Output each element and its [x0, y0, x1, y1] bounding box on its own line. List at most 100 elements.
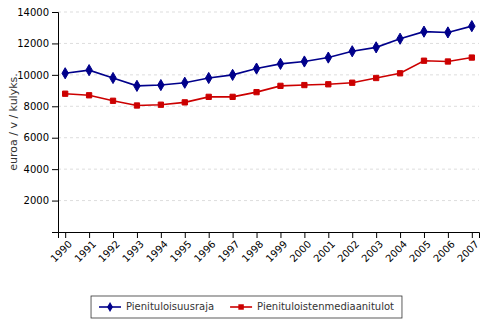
x-tick-mark [280, 232, 281, 238]
x-tick: 2002 [335, 232, 361, 264]
x-tick: 1992 [96, 232, 122, 264]
series-marker [445, 27, 451, 38]
grid-line [58, 200, 479, 201]
grid-line [58, 43, 479, 44]
series-marker [373, 75, 378, 80]
x-tick-mark [257, 232, 258, 238]
series-marker [301, 56, 307, 67]
x-tick-label: 2005 [407, 238, 433, 264]
y-tick-label: 14000 [17, 7, 49, 18]
x-tick: 1990 [48, 232, 74, 264]
x-tick-label: 1992 [96, 238, 122, 264]
y-tick: 8000 [24, 101, 58, 112]
series-marker [325, 52, 331, 63]
series-marker [86, 65, 92, 76]
x-tick-label: 2002 [335, 238, 361, 264]
x-tick-mark [328, 232, 329, 238]
series-marker [445, 59, 450, 64]
x-tick: 2005 [407, 232, 433, 264]
y-tick: 6000 [24, 132, 58, 143]
x-tick-mark [161, 232, 162, 238]
x-tick-label: 1997 [216, 238, 242, 264]
x-tick-mark [304, 232, 305, 238]
series-marker [277, 58, 283, 69]
legend: Pienituloisuusraja Pienituloistenmediaani… [91, 296, 402, 318]
x-tick-mark [185, 232, 186, 238]
x-tick: 2007 [455, 232, 481, 264]
series-marker [110, 72, 116, 83]
y-tick-mark [52, 138, 58, 139]
y-tick: 14000 [17, 7, 58, 18]
x-tick-mark [376, 232, 377, 238]
series-marker [158, 79, 164, 90]
x-tick-mark [352, 232, 353, 238]
x-tick-mark [209, 232, 210, 238]
series-marker [110, 98, 115, 103]
legend-label: Pienituloisuusraja [126, 301, 214, 312]
x-tick-label: 2004 [383, 238, 409, 264]
grid-line [58, 12, 479, 13]
series-marker [254, 89, 259, 94]
y-tick-mark [52, 75, 58, 76]
x-tick-mark [448, 232, 449, 238]
series-marker [134, 103, 139, 108]
y-tick-mark [52, 43, 58, 44]
series-marker [229, 69, 235, 80]
x-tick-label: 1999 [264, 238, 290, 264]
y-tick-label: 12000 [17, 38, 49, 49]
x-tick: 2003 [359, 232, 385, 264]
x-tick-mark [424, 232, 425, 238]
x-tick: 1994 [144, 232, 170, 264]
x-tick-mark [233, 232, 234, 238]
series-marker [182, 100, 187, 105]
y-axis-title: euroa / v / kulyks. [7, 73, 20, 171]
x-tick: 1997 [216, 232, 242, 264]
x-tick: 1993 [120, 232, 146, 264]
x-tick-label: 1993 [120, 238, 146, 264]
grid-line [58, 74, 479, 75]
x-tick: 2001 [312, 232, 338, 264]
legend-label: Pienituloistenmediaanitulot [257, 301, 394, 312]
series-marker [469, 55, 474, 60]
x-tick: 2000 [288, 232, 314, 264]
legend-item: Pienituloistenmediaanitulot [230, 301, 394, 312]
x-tick-label: 1990 [48, 238, 74, 264]
y-tick-label: 2000 [24, 195, 49, 206]
y-tick: 2000 [24, 195, 58, 206]
y-axis-line [52, 13, 59, 233]
series-marker [397, 71, 402, 76]
x-tick-mark [137, 232, 138, 238]
y-tick-mark [52, 106, 58, 107]
series-marker [349, 46, 355, 57]
series-marker [86, 93, 91, 98]
x-tick-label: 2001 [312, 238, 338, 264]
y-axis: 2000400060008000100001200014000 [17, 7, 58, 233]
series-marker [302, 82, 307, 87]
x-tick-mark [400, 232, 401, 238]
y-tick-mark [52, 169, 58, 170]
y-tick-mark [52, 12, 58, 13]
x-tick: 1998 [240, 232, 266, 264]
series-group [62, 21, 475, 109]
y-tick-mark [52, 201, 58, 202]
legend-marker [107, 302, 113, 312]
series-marker [326, 82, 331, 87]
series-marker [373, 42, 379, 53]
chart: 1990199119921993199419951996199719981999… [0, 0, 493, 324]
x-tick-label: 2000 [288, 238, 314, 264]
series-line [65, 58, 472, 106]
series-marker [350, 80, 355, 85]
y-tick-label: 6000 [24, 132, 49, 143]
series-marker [62, 68, 68, 79]
x-tick-mark [113, 232, 114, 238]
plot-area: 1990199119921993199419951996199719981999… [17, 7, 481, 264]
grid-line [58, 169, 479, 170]
x-tick-label: 1998 [240, 238, 266, 264]
x-tick-label: 2003 [359, 238, 385, 264]
x-tick-label: 1994 [144, 238, 170, 264]
x-axis-line [59, 233, 480, 239]
series-marker [63, 91, 68, 96]
y-tick: 12000 [17, 38, 58, 49]
grid-line [58, 137, 479, 138]
y-tick-label: 10000 [17, 70, 49, 81]
